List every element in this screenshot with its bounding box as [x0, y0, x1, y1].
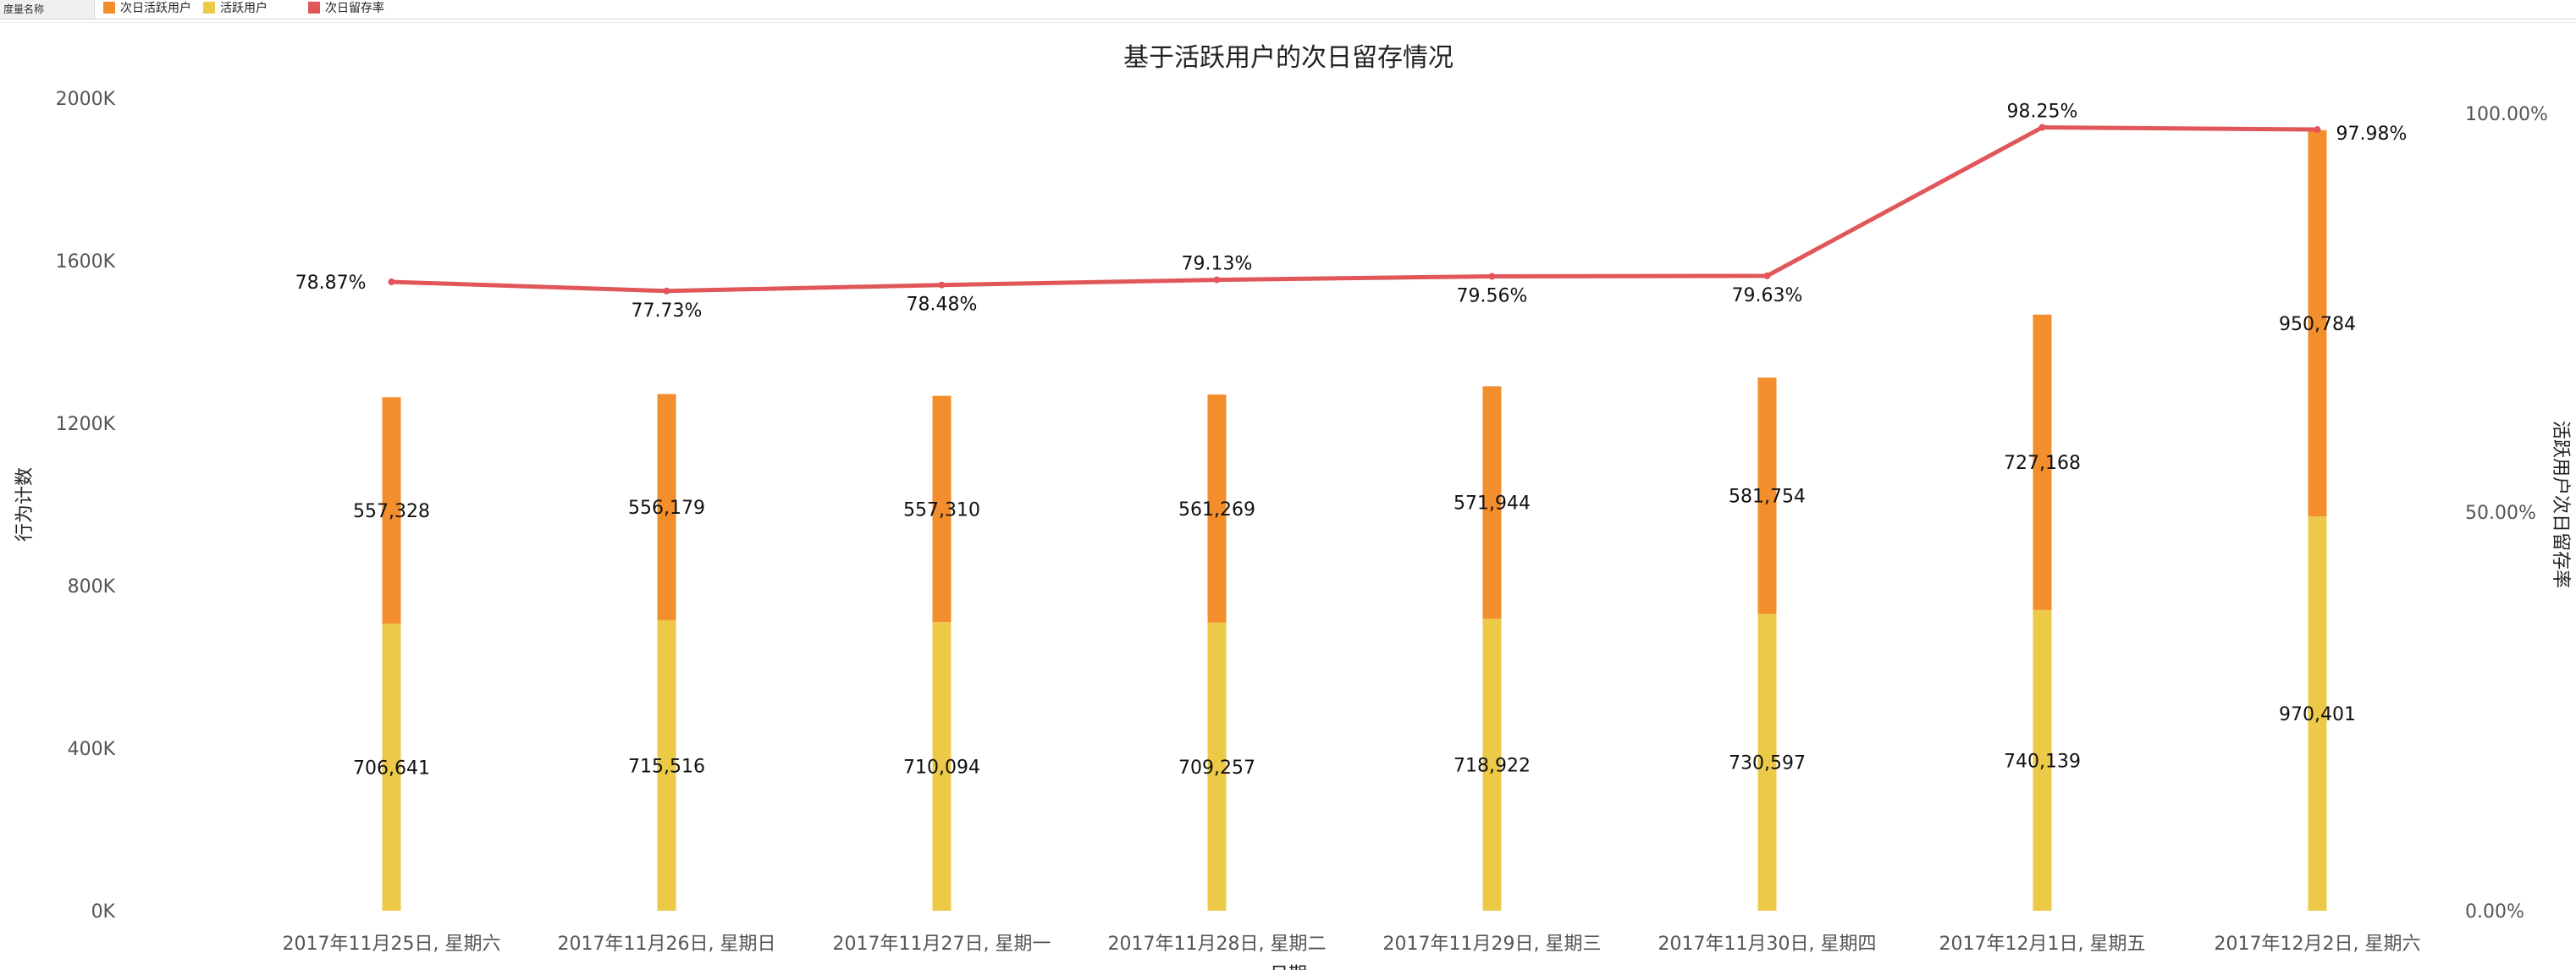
legend-swatch [203, 2, 215, 14]
data-label-active-users: 709,257 [1178, 758, 1255, 779]
data-label-retention-rate: 77.73% [632, 300, 703, 322]
data-label-active-users: 706,641 [353, 758, 430, 779]
y2-tick-label: 0.00% [2465, 901, 2524, 923]
data-label-retention-rate: 79.13% [1182, 254, 1253, 275]
bar-next-day-active-users [1757, 378, 1777, 615]
y-tick-label: 400K [68, 739, 116, 760]
bar-next-day-active-users [382, 397, 401, 624]
data-label-next-day-active-users: 557,310 [903, 499, 980, 521]
y-tick-label: 1600K [56, 251, 116, 273]
data-label-retention-rate: 78.48% [907, 295, 978, 316]
data-label-retention-rate: 79.56% [1457, 286, 1528, 307]
x-tick-label: 2017年11月27日, 星期一 [833, 934, 1051, 955]
legend-swatch [103, 2, 115, 14]
retention-rate-point [1763, 272, 1771, 279]
retention-rate-point [663, 287, 670, 295]
legend-label: 次日活跃用户 [120, 2, 191, 15]
legend-label: 次日留存率 [325, 2, 384, 15]
divider [0, 22, 2576, 23]
x-tick-label: 2017年11月29日, 星期三 [1383, 934, 1602, 955]
x-tick-label: 2017年11月30日, 星期四 [1658, 934, 1877, 955]
x-tick-label: 2017年12月2日, 星期六 [2215, 934, 2421, 955]
retention-rate-point [388, 278, 395, 286]
y-axis-title: 行为计数 [14, 467, 36, 542]
bar-active-users [932, 622, 952, 911]
legend-bar: 度量名称 次日活跃用户 活跃用户 次日留存率 [0, 0, 2576, 19]
data-label-active-users: 715,516 [628, 756, 705, 777]
data-label-retention-rate: 97.98% [2336, 124, 2408, 145]
retention-rate-point [2038, 124, 2046, 131]
y-tick-label: 0K [91, 901, 116, 923]
data-label-retention-rate: 79.63% [1732, 285, 1803, 306]
x-tick-label: 2017年12月1日, 星期五 [1939, 934, 2146, 955]
bar-next-day-active-users [2308, 130, 2327, 517]
data-label-next-day-active-users: 950,784 [2279, 314, 2356, 335]
bar-active-users [1207, 622, 1227, 911]
y-tick-label: 2000K [56, 89, 116, 110]
chart-title: 基于活跃用户的次日留存情况 [1123, 43, 1453, 73]
bar-next-day-active-users [1207, 394, 1227, 623]
data-label-next-day-active-users: 557,328 [353, 501, 430, 522]
y-tick-label: 800K [68, 576, 116, 598]
bar-active-users [1482, 618, 1502, 911]
bar-next-day-active-users [657, 394, 676, 620]
data-label-active-users: 740,139 [2004, 751, 2081, 772]
bar-next-day-active-users [1482, 386, 1502, 619]
bar-active-users [2308, 516, 2327, 911]
data-label-active-users: 730,597 [1729, 753, 1806, 774]
data-label-active-users: 718,922 [1453, 755, 1531, 776]
data-label-next-day-active-users: 556,179 [628, 498, 705, 519]
x-tick-label: 2017年11月25日, 星期六 [283, 934, 501, 955]
retention-rate-point [1213, 276, 1221, 284]
legend-title: 度量名称 [0, 0, 95, 19]
data-label-next-day-active-users: 727,168 [2004, 453, 2081, 474]
y2-tick-label: 50.00% [2465, 503, 2536, 524]
data-label-active-users: 970,401 [2279, 704, 2356, 725]
bar-next-day-active-users [2033, 314, 2052, 610]
x-tick-label: 2017年11月26日, 星期日 [558, 934, 776, 955]
legend-item-retention[interactable]: 次日留存率 [308, 0, 384, 19]
bar-next-day-active-users [932, 395, 952, 623]
bar-active-users [657, 620, 676, 911]
data-label-retention-rate: 78.87% [295, 273, 367, 294]
x-tick-label: 2017年11月28日, 星期二 [1108, 934, 1327, 955]
data-label-retention-rate: 98.25% [2007, 101, 2078, 122]
y2-tick-label: 100.00% [2465, 104, 2548, 125]
x-axis-title: 日期 [1270, 964, 1307, 970]
y-tick-label: 1200K [56, 414, 116, 435]
bar-active-users [2033, 609, 2052, 911]
legend-label: 活跃用户 [220, 2, 268, 15]
bar-active-users [382, 623, 401, 911]
legend-item-active[interactable]: 活跃用户 [203, 0, 268, 19]
legend-swatch [308, 2, 320, 14]
retention-rate-point [938, 281, 946, 289]
retention-rate-line [391, 124, 2318, 294]
data-label-next-day-active-users: 581,754 [1729, 487, 1806, 508]
retention-rate-point [1488, 273, 1496, 280]
data-label-next-day-active-users: 561,269 [1178, 499, 1255, 521]
data-label-active-users: 710,094 [903, 758, 980, 779]
y2-axis-title: 活跃用户次日留存率 [2550, 421, 2571, 588]
retention-rate-point [2314, 126, 2321, 134]
bar-active-users [1757, 614, 1777, 911]
legend-item-next-day-active[interactable]: 次日活跃用户 [103, 0, 191, 19]
data-label-next-day-active-users: 571,944 [1453, 493, 1531, 515]
